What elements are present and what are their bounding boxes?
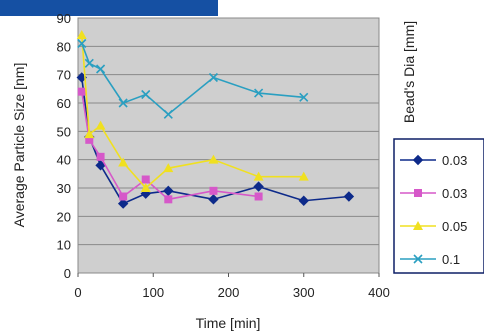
plot-area — [77, 17, 380, 274]
legend-label: 0.03 — [442, 186, 467, 201]
series-4 — [77, 38, 309, 119]
data-point — [118, 157, 129, 167]
data-point — [96, 152, 105, 161]
data-point — [117, 198, 129, 209]
data-point — [141, 175, 150, 184]
y-tick-label: 50 — [57, 124, 71, 139]
x-tick-label: 400 — [368, 285, 390, 300]
data-point — [95, 120, 106, 130]
legend-swatch-marker — [412, 154, 424, 166]
legend-swatch-marker — [413, 254, 423, 264]
data-point — [253, 171, 264, 181]
legend-label: 0.05 — [442, 219, 467, 234]
y-axis-title: Average Particle Size [nm] — [11, 63, 27, 228]
data-point — [254, 192, 263, 201]
series-3 — [76, 30, 309, 192]
data-point — [85, 135, 94, 144]
legend-item: 0.1 — [400, 252, 460, 267]
series-1 — [76, 72, 355, 209]
data-point — [77, 38, 87, 49]
data-point — [343, 191, 355, 202]
y-tick-label: 60 — [57, 96, 71, 111]
data-point — [164, 195, 173, 204]
x-tick-label: 0 — [74, 285, 81, 300]
series-line — [80, 77, 349, 205]
grid — [78, 45, 379, 246]
data-point — [95, 160, 106, 171]
data-point — [96, 64, 106, 74]
x-tick-label: 300 — [293, 285, 315, 300]
legend-label: 0.03 — [442, 153, 467, 168]
y-tick-label: 0 — [64, 266, 71, 281]
data-point — [140, 183, 151, 192]
y-tick-label: 90 — [57, 11, 71, 26]
data-point — [298, 171, 309, 181]
y-tick-label: 40 — [57, 153, 71, 168]
legend-swatch-marker — [414, 189, 422, 197]
y-tick-label: 30 — [57, 181, 71, 196]
x-axis-ticks: 0 100 200 300 400 — [74, 273, 390, 300]
header-banner — [0, 0, 218, 16]
y-tick-label: 10 — [57, 238, 71, 253]
data-point — [253, 181, 264, 192]
data-point — [208, 194, 219, 205]
data-point — [298, 195, 309, 206]
series-2 — [77, 87, 263, 204]
y-axis-ticks: 0 10 20 30 40 50 60 70 80 90 — [57, 11, 71, 281]
legend-title: Bead's Dia [mm] — [401, 21, 417, 123]
legend: 0.03 0.03 0.05 0.1 — [400, 153, 467, 267]
data-point — [118, 98, 128, 108]
data-point — [76, 30, 87, 39]
legend-item: 0.03 — [400, 153, 467, 168]
data-point — [208, 72, 219, 83]
legend-label: 0.1 — [442, 252, 460, 267]
data-point — [254, 88, 264, 98]
data-point — [77, 87, 86, 96]
legend-item: 0.05 — [400, 219, 467, 234]
data-point — [119, 192, 128, 201]
legend-swatch-marker — [413, 221, 423, 230]
data-point — [84, 129, 95, 139]
x-axis-title: Time [min] — [196, 315, 261, 331]
series-group — [76, 30, 355, 209]
x-tick-label: 100 — [142, 285, 164, 300]
data-point — [163, 163, 174, 173]
data-point — [163, 109, 173, 119]
x-tick-label: 200 — [218, 285, 240, 300]
legend-box — [393, 138, 484, 274]
data-point — [299, 92, 309, 102]
data-point — [141, 89, 151, 100]
data-point — [84, 58, 94, 68]
legend-item: 0.03 — [400, 186, 467, 201]
y-tick-label: 80 — [57, 39, 71, 54]
y-tick-label: 70 — [57, 68, 71, 83]
data-point — [209, 186, 218, 195]
y-tick-label: 20 — [57, 209, 71, 224]
data-point — [208, 154, 219, 164]
